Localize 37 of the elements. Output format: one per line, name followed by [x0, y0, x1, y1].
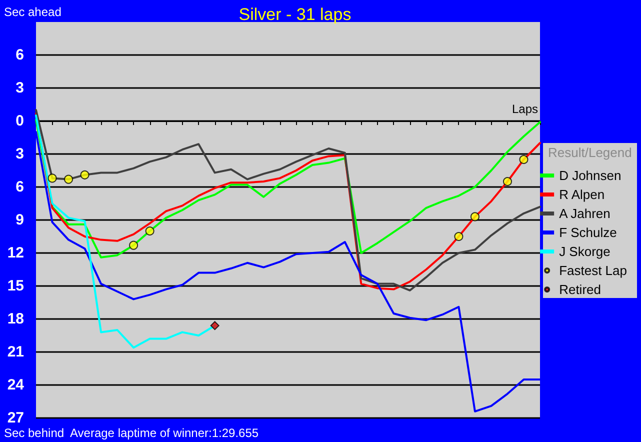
legend-label: J Skorge — [559, 244, 610, 259]
point — [519, 155, 528, 164]
y-tick-label: 21 — [7, 344, 24, 360]
point — [80, 170, 90, 180]
point — [129, 240, 138, 250]
text: Average laptime of winner:1:29.655 — [70, 426, 259, 440]
y-tick-label: 18 — [7, 310, 24, 328]
text: Sec behind — [4, 426, 64, 440]
y-tick-label: 12 — [7, 244, 24, 262]
point — [210, 321, 220, 330]
line-series — [35, 118, 541, 258]
chart-title: Silver - 31 laps — [238, 5, 352, 24]
y-tick-label: 3 — [16, 146, 24, 162]
point — [64, 174, 74, 184]
y-tick-label: 0 — [16, 112, 24, 130]
y-tick-label: 15 — [7, 278, 24, 294]
y-tick-label: 24 — [7, 376, 25, 394]
point — [48, 174, 57, 183]
legend-label: Fastest Lap — [559, 263, 628, 278]
point — [454, 232, 464, 241]
y-tick-label: 9 — [16, 212, 24, 228]
y-tick-label: 6 — [16, 178, 24, 196]
line-series — [35, 131, 541, 412]
legend-label: A Jahren — [559, 206, 610, 221]
y-tick-label: 6 — [16, 46, 24, 64]
y-axis-title: Sec ahead — [4, 5, 62, 19]
legend-label: F Schulze — [559, 225, 617, 240]
legend-label: D Johnsen — [559, 168, 622, 183]
legend-title: Result/Legend — [548, 145, 632, 160]
point — [470, 212, 480, 222]
point — [502, 177, 512, 186]
y-tick-label: 3 — [16, 80, 24, 96]
legend-label: Retired — [559, 282, 601, 297]
legend-label: R Alpen — [559, 187, 605, 202]
y-tick-label: 27 — [7, 410, 24, 426]
point — [145, 226, 154, 236]
x-axis-title: Laps — [512, 102, 538, 116]
